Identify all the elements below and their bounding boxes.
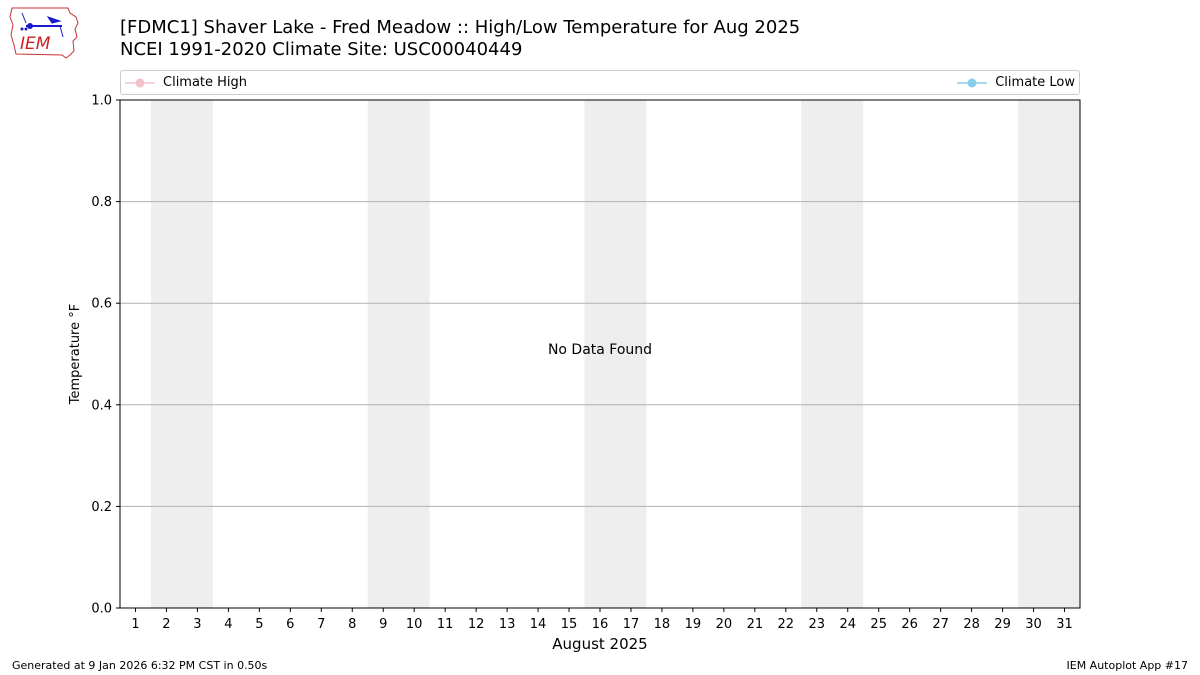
x-tick-label: 21 [747,617,764,632]
x-tick-label: 6 [286,617,294,632]
generated-timestamp: Generated at 9 Jan 2026 6:32 PM CST in 0… [12,659,268,672]
grid-lines [120,201,1080,507]
chart-subtitle: NCEI 1991-2020 Climate Site: USC00040449 [120,39,523,60]
legend-item-climate-high: Climate High [125,71,247,94]
weekend-band [584,100,647,608]
y-axis-ticks: 0.0 0.2 0.4 0.6 0.8 1.0 [91,94,120,617]
logo-text: IEM [20,34,51,54]
y-tick-label: 0.0 [91,602,112,617]
x-tick-label: 28 [963,617,980,632]
legend-label-climate-high: Climate High [163,75,248,90]
legend: Climate High Climate Low [120,70,1080,95]
x-tick-label: 19 [685,617,702,632]
weekend-band [150,100,213,608]
y-tick-label: 1.0 [91,94,112,109]
y-axis-label: Temperature °F [68,304,83,405]
x-tick-label: 10 [406,617,423,632]
x-tick-label: 17 [623,617,640,632]
x-tick-label: 20 [716,617,733,632]
y-tick-label: 0.2 [91,500,112,515]
legend-label-climate-low: Climate Low [995,75,1075,90]
x-axis-label: August 2025 [552,635,647,653]
legend-marker-climate-high [125,78,155,87]
x-tick-label: 26 [901,617,918,632]
x-tick-label: 31 [1056,617,1073,632]
x-tick-label: 12 [468,617,485,632]
legend-marker-climate-low [957,78,988,87]
x-axis-ticks: 1 2 3 4 5 6 7 8 9 10 11 12 13 14 15 16 17 18 19 20 21 22 23 24 2… [131,608,1073,632]
x-tick-label: 25 [870,617,887,632]
y-tick-label: 0.4 [91,398,112,413]
x-tick-label: 16 [592,617,609,632]
x-tick-label: 2 [162,617,170,632]
weather-station-icon [20,12,64,38]
x-tick-label: 4 [224,617,232,632]
x-tick-label: 9 [379,617,387,632]
x-tick-label: 18 [654,617,671,632]
x-tick-label: 23 [809,617,826,632]
x-tick-label: 7 [317,617,325,632]
weekend-shading [150,100,1080,608]
x-tick-label: 24 [839,617,856,632]
x-tick-label: 3 [193,617,201,632]
x-tick-label: 22 [778,617,795,632]
x-tick-label: 30 [1025,617,1042,632]
iowa-outline-icon [9,7,79,59]
weekend-band [801,100,864,608]
x-tick-label: 13 [499,617,516,632]
x-tick-label: 11 [437,617,454,632]
weekend-band [1018,100,1080,608]
x-tick-label: 1 [131,617,139,632]
x-tick-label: 29 [994,617,1011,632]
x-tick-label: 8 [348,617,356,632]
y-tick-label: 0.8 [91,195,112,210]
weekend-band [367,100,430,608]
x-tick-label: 27 [932,617,949,632]
iem-logo: IEM [9,7,79,59]
x-tick-label: 14 [530,617,547,632]
autoplot-app-id: IEM Autoplot App #17 [1066,659,1189,672]
y-tick-label: 0.6 [91,297,112,312]
legend-item-climate-low: Climate Low [957,71,1075,94]
no-data-annotation: No Data Found [548,342,652,358]
x-tick-label: 5 [255,617,263,632]
chart-title: [FDMC1] Shaver Lake - Fred Meadow :: Hig… [120,17,801,38]
x-tick-label: 15 [561,617,578,632]
